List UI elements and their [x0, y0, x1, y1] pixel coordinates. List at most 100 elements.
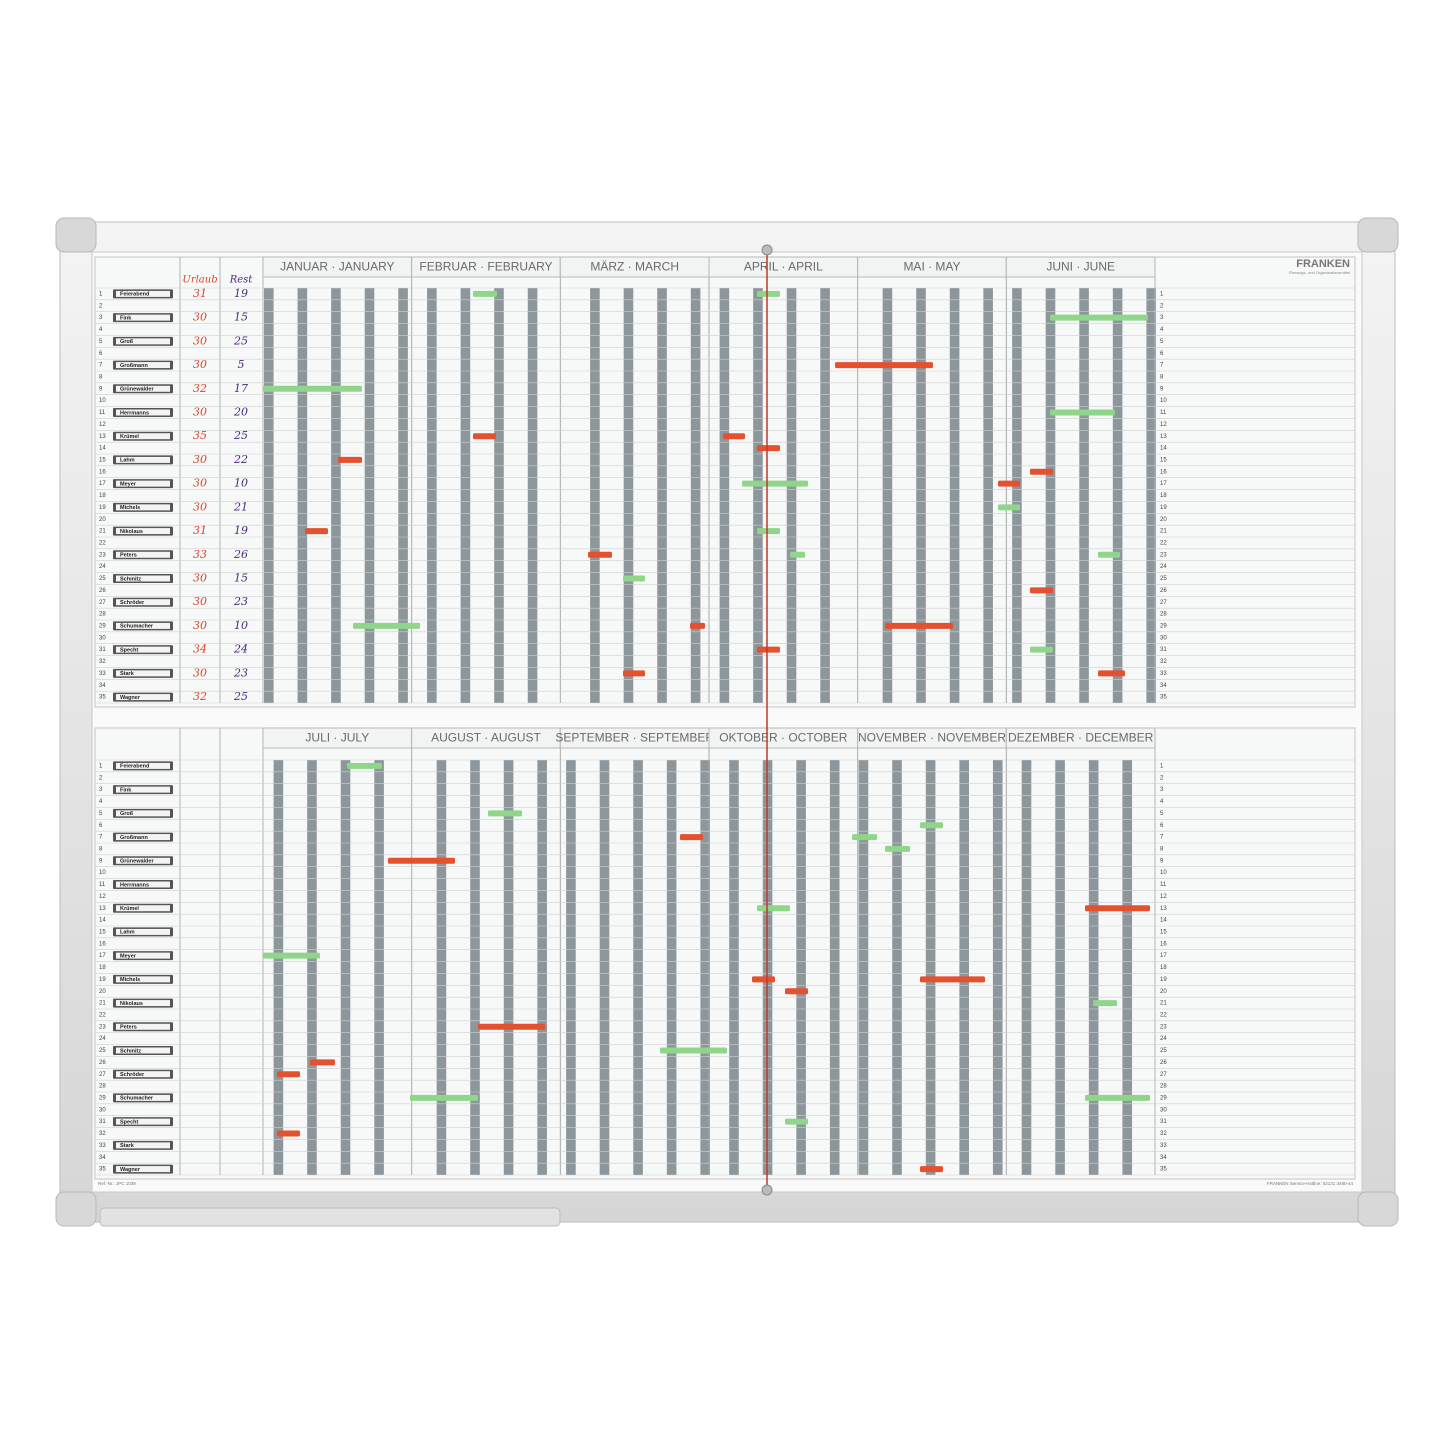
name-label: [116, 694, 170, 701]
row-number: 13: [99, 434, 106, 440]
column-header: Rest: [229, 275, 254, 286]
weekend-stripe: [494, 288, 504, 703]
employee-name: Schumacher: [120, 1096, 154, 1102]
magnet: [263, 952, 320, 959]
row-number: 5: [1160, 339, 1164, 345]
employee-name: Michels: [120, 977, 140, 983]
row-number: 20: [1160, 517, 1167, 523]
weekend-stripe: [436, 760, 447, 1175]
row-number: 8: [1160, 847, 1164, 853]
weekend-stripe: [666, 760, 677, 1175]
name-label: [116, 928, 170, 935]
magnet: [757, 528, 780, 535]
name-label: [116, 1023, 170, 1030]
row-number: 12: [99, 894, 106, 900]
magnet: [338, 456, 362, 463]
row-number: 12: [99, 422, 106, 428]
row-number: 10: [99, 398, 106, 404]
row-number: 3: [99, 315, 103, 321]
row-number: 30: [1160, 635, 1167, 641]
row-number: 25: [1160, 576, 1167, 582]
row-number: 1: [99, 292, 103, 298]
corner-cap: [55, 217, 97, 253]
row-number: 35: [1160, 695, 1167, 701]
row-number: 13: [99, 906, 106, 912]
footer-hotline: FRANKEN Service-Hotline: 02131 3480-44: [1267, 1181, 1354, 1186]
vacation-days: 34: [193, 643, 207, 656]
name-label: [116, 575, 170, 582]
row-number: 18: [1160, 493, 1167, 499]
employee-name: Feierabend: [120, 764, 149, 770]
employee-name: Schumacher: [120, 624, 154, 630]
row-number: 22: [99, 541, 106, 547]
weekend-stripe: [882, 288, 893, 703]
magnet: [790, 551, 805, 558]
vacation-days: 30: [193, 500, 207, 513]
name-label: [116, 290, 170, 297]
weekend-stripe: [753, 288, 763, 703]
knob: [761, 244, 773, 256]
magnet: [478, 1023, 545, 1030]
row-number: 24: [99, 564, 106, 570]
row-number: 27: [99, 1072, 106, 1078]
employee-name: Schröder: [120, 600, 145, 606]
name-label: [116, 881, 170, 888]
name-label: [116, 599, 170, 606]
row-number: 7: [99, 835, 103, 841]
magnet: [757, 905, 790, 912]
row-number: 5: [1160, 811, 1164, 817]
row-number: 6: [1160, 823, 1164, 829]
row-number: 8: [99, 847, 103, 853]
weekend-stripe: [1088, 760, 1099, 1175]
row-number: 33: [1160, 671, 1167, 677]
row-number: 14: [99, 918, 106, 924]
row-number: 23: [99, 1024, 106, 1030]
weekend-stripe: [992, 760, 1003, 1175]
row-number: 29: [1160, 1096, 1167, 1102]
name-label: [116, 952, 170, 959]
magnet: [998, 504, 1020, 511]
magnet: [353, 622, 420, 629]
row-number: 28: [99, 1084, 106, 1090]
weekend-stripe: [590, 288, 600, 703]
employee-name: Großmann: [120, 363, 148, 369]
row-number: 9: [99, 386, 103, 392]
weekend-stripe: [566, 760, 576, 1175]
magnet: [785, 1118, 808, 1125]
magnet: [488, 810, 522, 817]
weekend-stripe: [1045, 288, 1056, 703]
magnet: [1085, 1094, 1150, 1101]
magnet: [1050, 314, 1148, 321]
vacation-days: 30: [193, 453, 207, 466]
row-number: 17: [1160, 481, 1167, 487]
row-number: 25: [1160, 1048, 1167, 1054]
row-number: 33: [99, 671, 106, 677]
magnet: [263, 385, 362, 392]
employee-name: Specht: [120, 1119, 139, 1125]
name-label: [116, 810, 170, 817]
name-label: [116, 976, 170, 983]
name-label: [116, 504, 170, 511]
employee-name: Stark: [120, 1143, 135, 1149]
weekend-stripe: [537, 760, 547, 1175]
row-number: 20: [99, 517, 106, 523]
vacation-days: 30: [193, 358, 207, 371]
row-number: 5: [99, 339, 103, 345]
row-number: 22: [1160, 1013, 1167, 1019]
name-label: [116, 670, 170, 677]
weekend-stripe: [460, 288, 471, 703]
month-label: SEPTEMBER · SEPTEMBER: [555, 731, 714, 745]
employee-name: Groß: [120, 811, 134, 817]
row-number: 17: [1160, 953, 1167, 959]
row-number: 31: [99, 1119, 106, 1125]
row-number: 9: [1160, 858, 1164, 864]
name-label: [116, 528, 170, 535]
weekend-stripe: [1079, 288, 1089, 703]
weekend-stripe: [470, 760, 480, 1175]
row-number: 5: [99, 811, 103, 817]
weekend-stripe: [1122, 760, 1133, 1175]
weekend-stripe: [690, 288, 701, 703]
row-number: 10: [99, 870, 106, 876]
row-number: 18: [99, 493, 106, 499]
month-label: OKTOBER · OCTOBER: [719, 731, 848, 745]
